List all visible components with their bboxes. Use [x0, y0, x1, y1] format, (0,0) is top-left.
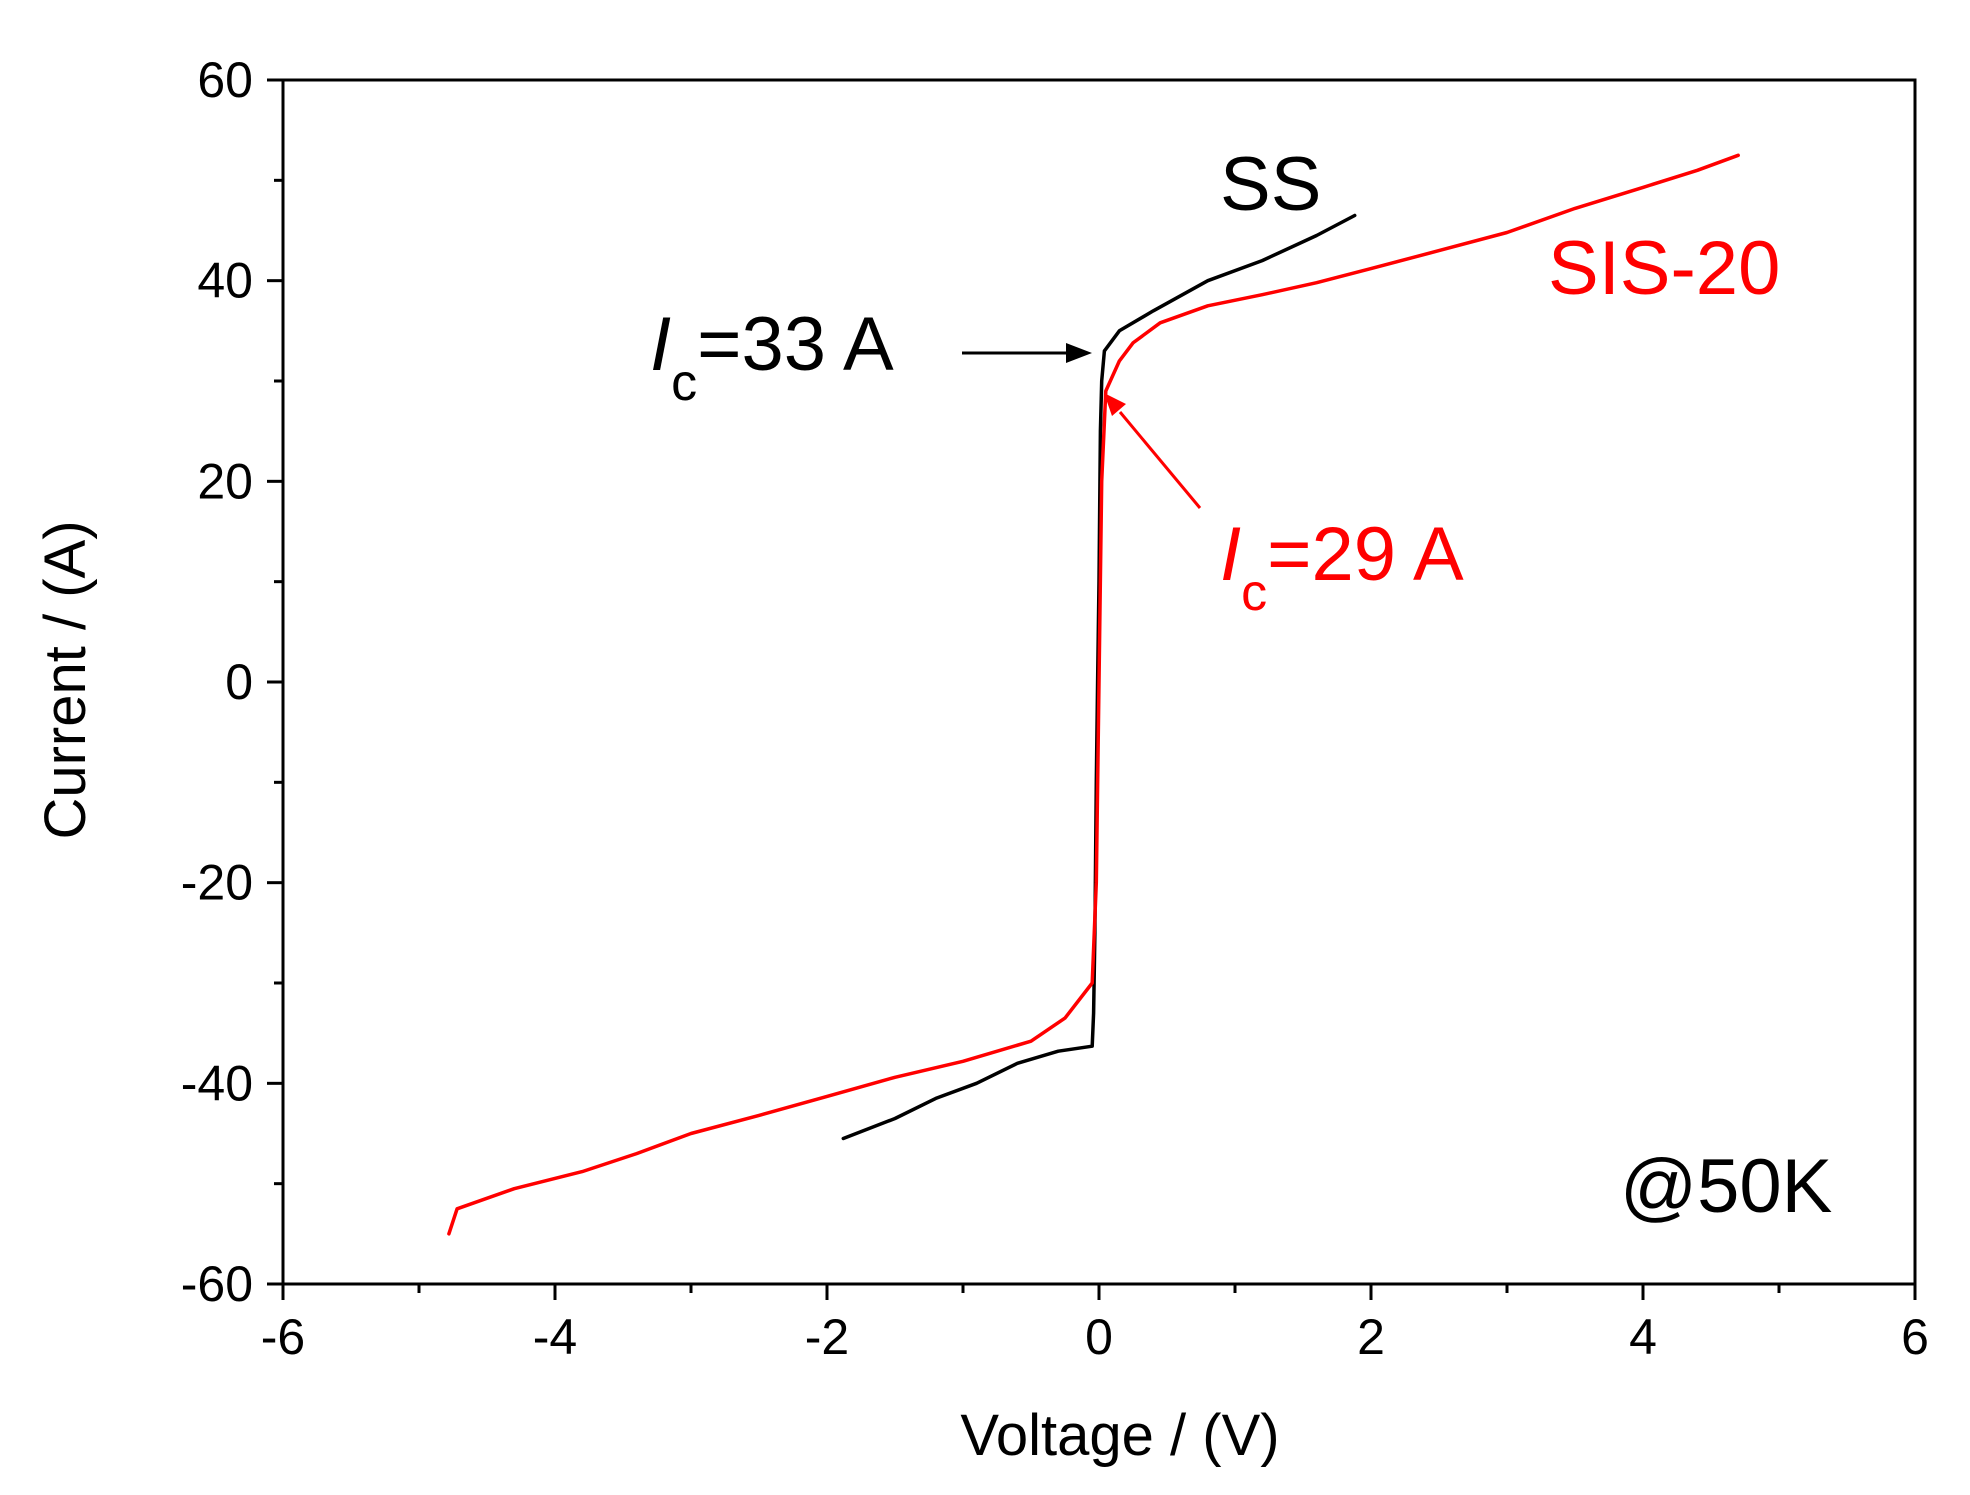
- ic-sis-subscript: c: [1241, 564, 1267, 622]
- ic-sis-annotation: Ic=29 A: [1220, 512, 1464, 622]
- arrow-ss: [962, 343, 1092, 363]
- y-tick-label: 40: [197, 253, 253, 309]
- ss-label: SS: [1220, 142, 1321, 227]
- ic-ss-value: =33 A: [697, 302, 894, 387]
- y-tick-label: -40: [181, 1055, 253, 1111]
- svg-text:Ic=29 A: Ic=29 A: [1220, 512, 1464, 622]
- y-tick-label: -20: [181, 855, 253, 911]
- ic-ss-annotation: Ic=33 A: [650, 302, 894, 412]
- y-tick-label: 0: [225, 654, 253, 710]
- svg-text:Ic=33 A: Ic=33 A: [650, 302, 894, 412]
- y-tick-label: 20: [197, 453, 253, 509]
- y-tick-label: 60: [197, 52, 253, 108]
- x-tick-label: 6: [1901, 1309, 1929, 1365]
- x-tick-label: 2: [1357, 1309, 1385, 1365]
- sis-label: SIS-20: [1548, 226, 1780, 311]
- y-tick-label: -60: [181, 1256, 253, 1312]
- series-line-sis-20: [447, 153, 1740, 1236]
- x-tick-label: -2: [805, 1309, 849, 1365]
- temperature-label: @50K: [1620, 1144, 1832, 1229]
- x-tick-label: -4: [533, 1309, 577, 1365]
- arrow-sis: [1104, 393, 1202, 509]
- ic-ss-subscript: c: [671, 354, 697, 412]
- x-tick-label: 0: [1085, 1309, 1113, 1365]
- ic-sis-value: =29 A: [1267, 512, 1464, 597]
- ic-sis-symbol: I: [1220, 512, 1241, 597]
- x-tick-label: -6: [261, 1309, 305, 1365]
- x-tick-label: 4: [1629, 1309, 1657, 1365]
- series-lines: [447, 153, 1740, 1236]
- plot-frame: [281, 78, 1917, 1286]
- ic-ss-symbol: I: [650, 302, 671, 387]
- y-axis-label: Current / (A): [33, 520, 98, 839]
- x-axis-label: Voltage / (V): [960, 1403, 1279, 1468]
